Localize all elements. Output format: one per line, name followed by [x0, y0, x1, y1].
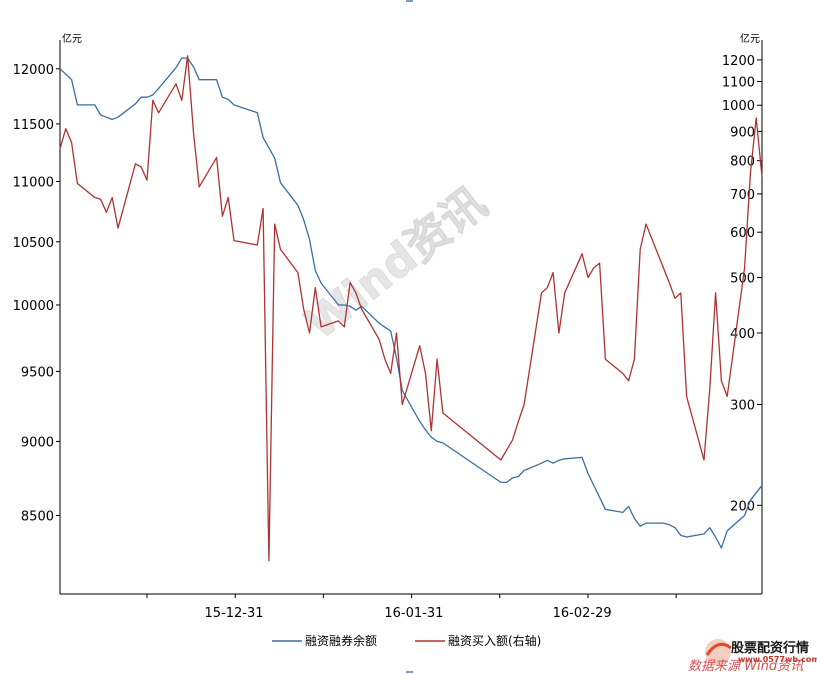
right-tick-label: 1100: [722, 76, 755, 91]
x-tick-label: 15-12-31: [205, 606, 264, 621]
left-tick-label: 11500: [13, 118, 54, 133]
left-tick-label: 12000: [13, 63, 54, 78]
logo-url: www.0577wb.com: [738, 655, 817, 664]
center-watermark: Wind资讯: [296, 177, 496, 349]
x-tick-label: 16-02-29: [553, 606, 612, 621]
left-tick-label: 8500: [21, 509, 54, 524]
left-tick-label: 10500: [13, 236, 54, 251]
right-tick-label: 1000: [722, 99, 755, 114]
x-tick-label: 16-01-31: [384, 606, 443, 621]
left-axis-ticks: 8500 9000 9500 10000 10500 11000 11500 12000: [13, 63, 60, 524]
left-axis-unit: 亿元: [62, 32, 82, 45]
logo-watermark: 股票配资行情 www.0577wb.com 数据来源 Wind资讯: [688, 639, 817, 674]
left-tick-label: 9000: [21, 435, 54, 450]
right-tick-label: 700: [730, 188, 755, 203]
x-axis-ticks: 15-12-31 16-01-31 16-02-29: [146, 594, 677, 621]
legend: 融资融券余额 融资买入额(右轴): [272, 633, 541, 648]
left-tick-label: 9500: [21, 365, 54, 380]
right-tick-label: 800: [730, 155, 755, 170]
top-marker: [406, 0, 413, 2]
legend-label-margin-balance: 融资融券余额: [305, 633, 377, 648]
right-tick-label: 400: [730, 327, 755, 342]
logo-title: 股票配资行情: [731, 640, 809, 656]
right-tick-label: 300: [730, 399, 755, 414]
right-tick-label: 600: [730, 226, 755, 241]
source-watermark: 数据来源 Wind资讯: [688, 659, 804, 674]
right-tick-label: 200: [730, 499, 755, 514]
logo-swirl-arc: [705, 642, 732, 656]
series-line-margin-buy: [59, 55, 763, 562]
left-tick-label: 10000: [13, 299, 54, 314]
legend-label-margin-buy: 融资买入额(右轴): [448, 633, 541, 648]
left-tick-label: 11000: [13, 176, 54, 191]
bottom-marker: [406, 671, 413, 673]
right-tick-label: 1200: [722, 54, 755, 69]
right-axis-unit: 亿元: [740, 32, 760, 45]
series-line-margin-balance: [59, 57, 763, 549]
series-lines: [59, 55, 763, 562]
right-tick-label: 900: [730, 125, 755, 140]
